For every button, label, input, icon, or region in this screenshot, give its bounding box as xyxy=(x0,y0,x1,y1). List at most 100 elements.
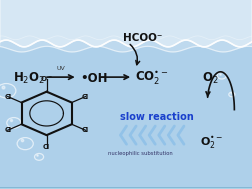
Bar xyxy=(0,187,252,188)
Bar xyxy=(0,188,252,189)
Bar xyxy=(0,187,252,188)
Bar xyxy=(0,187,252,188)
Bar xyxy=(0,188,252,189)
Bar xyxy=(0,188,252,189)
Bar xyxy=(0,188,252,189)
Bar xyxy=(0,188,252,189)
Bar xyxy=(0,187,252,188)
Bar xyxy=(0,187,252,188)
Bar xyxy=(0,187,252,188)
Bar xyxy=(0,188,252,189)
Bar xyxy=(0,188,252,189)
Bar xyxy=(0,188,252,189)
Bar xyxy=(0,187,252,188)
Bar xyxy=(0,187,252,188)
Bar xyxy=(0,187,252,188)
Text: nucleophilic substitution: nucleophilic substitution xyxy=(108,151,173,156)
Bar xyxy=(0,187,252,188)
Bar xyxy=(0,187,252,188)
Bar xyxy=(0,187,252,188)
Bar xyxy=(0,187,252,188)
Bar xyxy=(0,187,252,188)
Bar xyxy=(0,188,252,189)
Bar xyxy=(0,188,252,189)
Bar xyxy=(0,188,252,189)
Text: •OH: •OH xyxy=(81,72,108,85)
Bar xyxy=(0,188,252,189)
Bar xyxy=(0,187,252,188)
Bar xyxy=(0,188,252,189)
Bar xyxy=(0,188,252,189)
Bar xyxy=(0,188,252,189)
Bar xyxy=(0,187,252,188)
Text: Cl: Cl xyxy=(4,127,11,133)
Bar xyxy=(0,187,252,188)
Bar xyxy=(0,188,252,189)
Text: Cl: Cl xyxy=(43,144,50,150)
Bar xyxy=(0,188,252,189)
Bar xyxy=(0,188,252,189)
Bar xyxy=(0,187,252,188)
Bar xyxy=(0,187,252,188)
Bar xyxy=(0,187,252,188)
Bar xyxy=(0,188,252,189)
Bar xyxy=(0,187,252,188)
Text: HCOO⁻: HCOO⁻ xyxy=(123,33,163,43)
Bar xyxy=(0,188,252,189)
Bar xyxy=(0,187,252,188)
Bar xyxy=(0,188,252,189)
Bar xyxy=(0,187,252,188)
Bar xyxy=(0,188,252,189)
Bar xyxy=(0,187,252,188)
Bar xyxy=(0,187,252,188)
Text: O$_2^{•-}$: O$_2^{•-}$ xyxy=(200,135,224,151)
Bar xyxy=(0,187,252,188)
Bar xyxy=(0,188,252,189)
Bar xyxy=(0,187,252,188)
Bar xyxy=(0,187,252,188)
Bar xyxy=(0,188,252,189)
Bar xyxy=(0,188,252,189)
Bar xyxy=(0,188,252,189)
Bar xyxy=(0,188,252,189)
Bar xyxy=(0,188,252,189)
Bar xyxy=(0,188,252,189)
Bar xyxy=(0,188,252,189)
Bar xyxy=(0,187,252,188)
Bar xyxy=(0,188,252,189)
Text: UV: UV xyxy=(57,66,66,71)
Bar xyxy=(0,187,252,188)
Bar xyxy=(0,187,252,188)
Bar xyxy=(0,187,252,188)
Bar xyxy=(0,187,252,188)
Bar xyxy=(0,187,252,188)
Bar xyxy=(0,188,252,189)
Bar xyxy=(0,187,252,188)
Bar xyxy=(0,187,252,188)
Bar xyxy=(0,187,252,188)
Bar xyxy=(0,187,252,188)
Bar xyxy=(0,187,252,188)
Text: slow reaction: slow reaction xyxy=(120,112,194,122)
Bar xyxy=(0,188,252,189)
Text: H$_2$O$_2$: H$_2$O$_2$ xyxy=(13,71,45,86)
Bar xyxy=(0,188,252,189)
Bar xyxy=(0,188,252,189)
Bar xyxy=(0,187,252,188)
Bar xyxy=(0,188,252,189)
Bar xyxy=(0,187,252,188)
Text: O$^-$: O$^-$ xyxy=(40,74,53,83)
Bar xyxy=(0,188,252,189)
Bar xyxy=(0,187,252,188)
Bar xyxy=(0,187,252,188)
Bar xyxy=(0,188,252,189)
Bar xyxy=(0,188,252,189)
Bar xyxy=(0,188,252,189)
Bar xyxy=(0,187,252,188)
Bar xyxy=(0,187,252,189)
Bar xyxy=(0,188,252,189)
Text: CO$_2^{•-}$: CO$_2^{•-}$ xyxy=(135,70,168,87)
Bar xyxy=(0,188,252,189)
Bar xyxy=(0,188,252,189)
Bar xyxy=(0,188,252,189)
